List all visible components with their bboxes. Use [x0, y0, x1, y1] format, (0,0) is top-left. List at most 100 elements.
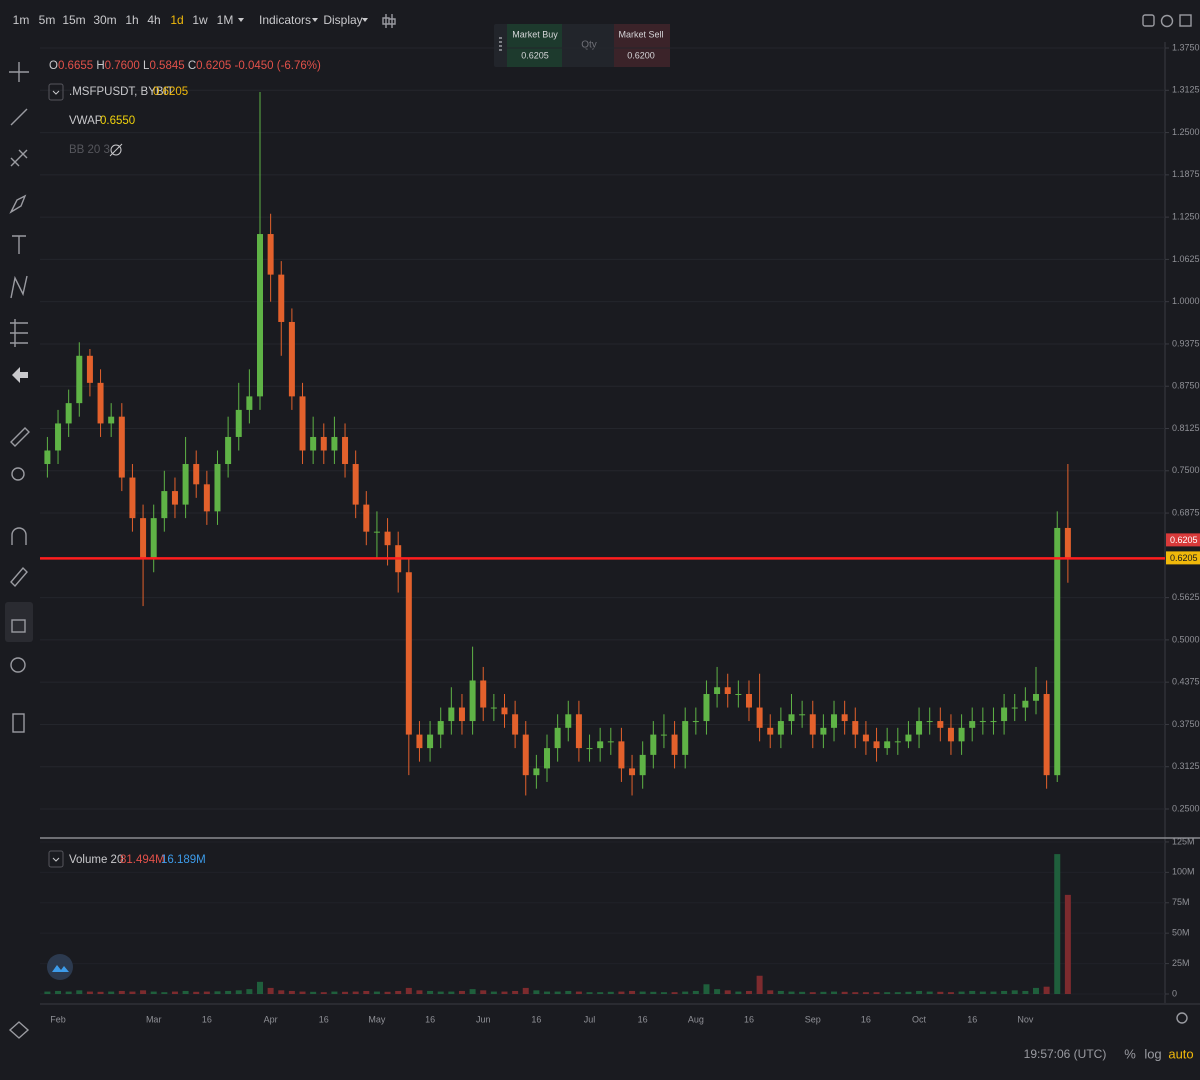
volume-bar: [703, 984, 710, 994]
x-tick-label: Nov: [1017, 1014, 1034, 1024]
crosshair-tool[interactable]: [9, 62, 29, 82]
axes: 0.2500 0.3125 0.3750 0.4375 0.5000 0.5625 0.68…: [40, 42, 1200, 1024]
volume-bar: [257, 981, 263, 994]
layers-tool[interactable]: [8, 1021, 30, 1039]
order-panel: Market Buy 0.6205 Qty Market Sell 0.6200: [494, 24, 670, 67]
candle-body: [809, 714, 816, 735]
volume-bar: [714, 989, 721, 994]
fullscreen-button[interactable]: [1179, 14, 1192, 27]
display-button[interactable]: Display: [323, 13, 362, 27]
axis-settings[interactable]: [1176, 1012, 1188, 1024]
volume-bar: [203, 991, 210, 994]
buy-button-bg[interactable]: [507, 24, 562, 67]
line-tool[interactable]: [10, 108, 28, 126]
y-tick-label: 0.6875: [1172, 507, 1200, 517]
y-tick-label: 0.9375: [1172, 338, 1200, 348]
candle-body: [629, 768, 636, 776]
magnet-tool[interactable]: [11, 527, 27, 545]
volume-bar: [490, 991, 497, 994]
collapse-toggle[interactable]: [48, 850, 64, 868]
volume-bar: [990, 991, 997, 994]
qty-label[interactable]: Qty: [581, 40, 597, 51]
settings-button[interactable]: [1160, 14, 1174, 28]
volume-bar: [437, 991, 444, 994]
percent-toggle[interactable]: %: [1124, 1046, 1136, 1061]
timeframe-button[interactable]: 1w: [192, 13, 208, 27]
volume-value: 81.494M: [120, 854, 165, 866]
x-tick-label: May: [368, 1014, 386, 1024]
volume-bar: [299, 991, 306, 994]
volume-bar: [86, 991, 93, 994]
volume-bar: [1043, 986, 1050, 994]
chart-type-button[interactable]: [382, 14, 396, 28]
dropdown-arrow: [238, 18, 244, 22]
volume-bar: [756, 975, 763, 994]
dropdown-arrow: [362, 18, 368, 22]
tool-sidebar: [5, 62, 33, 1039]
delete-tool[interactable]: [12, 713, 25, 733]
candle-body: [278, 274, 285, 322]
candle-body: [926, 721, 933, 723]
indicators-button[interactable]: Indicators: [259, 13, 311, 27]
candle-body: [480, 680, 487, 708]
timeframe-button[interactable]: 1d: [170, 13, 183, 27]
y-tick-label: 0.3750: [1172, 719, 1200, 729]
logo-mark: [52, 965, 69, 972]
auto-toggle[interactable]: auto: [1168, 1046, 1193, 1061]
candle-body: [937, 721, 944, 728]
visibility-tool[interactable]: [10, 657, 26, 673]
brush-tool[interactable]: [9, 194, 27, 214]
timeframe-button[interactable]: 5m: [39, 13, 56, 27]
timeframe-button[interactable]: 1h: [125, 13, 138, 27]
volume-bar: [1011, 990, 1018, 994]
timeframe-button[interactable]: 30m: [93, 13, 116, 27]
y-tick-label: 0.4375: [1172, 677, 1200, 687]
hidden-icon[interactable]: [110, 144, 122, 156]
volume-bar: [480, 990, 487, 994]
candle-body: [373, 531, 380, 533]
measure-tool[interactable]: [10, 319, 28, 347]
volume-bar: [820, 991, 827, 994]
candle-body: [203, 484, 210, 512]
volume-bar: [1001, 990, 1008, 994]
volume-bar: [660, 992, 667, 994]
volume-bar: [448, 991, 455, 994]
volume-bar: [767, 990, 774, 994]
sell-button-bg[interactable]: [614, 24, 670, 67]
collapse-toggle[interactable]: [48, 83, 64, 101]
lock-tool[interactable]: [11, 619, 26, 633]
y-tick-label: 1.3750: [1172, 42, 1200, 52]
screenshot-button[interactable]: [1142, 14, 1155, 27]
candle-body: [618, 741, 625, 769]
pattern-tool[interactable]: [10, 275, 28, 299]
zoom-tool[interactable]: [11, 467, 25, 481]
volume-bar: [1022, 990, 1029, 994]
timeframe-button[interactable]: 4h: [147, 13, 160, 27]
volume-bar: [692, 990, 699, 994]
ohlc-text: O0.6655 H0.7600 L0.5845 C0.6205 -0.0450 …: [49, 60, 321, 72]
candle-body: [55, 423, 62, 451]
candle-body: [1043, 694, 1050, 776]
volume-bar: [916, 990, 923, 994]
timeframe-button[interactable]: 1m: [13, 13, 30, 27]
volume-bar: [831, 991, 838, 994]
volume-bar: [597, 992, 604, 994]
text-tool[interactable]: [12, 235, 26, 254]
volume-bar: [777, 990, 784, 994]
bb-label: BB 20 3: [69, 144, 110, 156]
candle-body: [310, 436, 317, 451]
ruler-tool[interactable]: [10, 427, 30, 447]
timeframe-button[interactable]: 15m: [62, 13, 85, 27]
volume-bar: [416, 990, 423, 994]
candle-body: [703, 694, 710, 722]
volume-bars: [44, 854, 1071, 994]
timeframe-button[interactable]: 1M: [217, 13, 234, 27]
volume-bar: [342, 991, 349, 994]
back-tool[interactable]: [12, 367, 28, 383]
draw-lock-tool[interactable]: [10, 566, 28, 588]
candle-body: [161, 491, 168, 519]
fib-tool[interactable]: [10, 149, 28, 167]
log-toggle[interactable]: log: [1144, 1046, 1161, 1061]
volume-bar: [363, 990, 370, 994]
